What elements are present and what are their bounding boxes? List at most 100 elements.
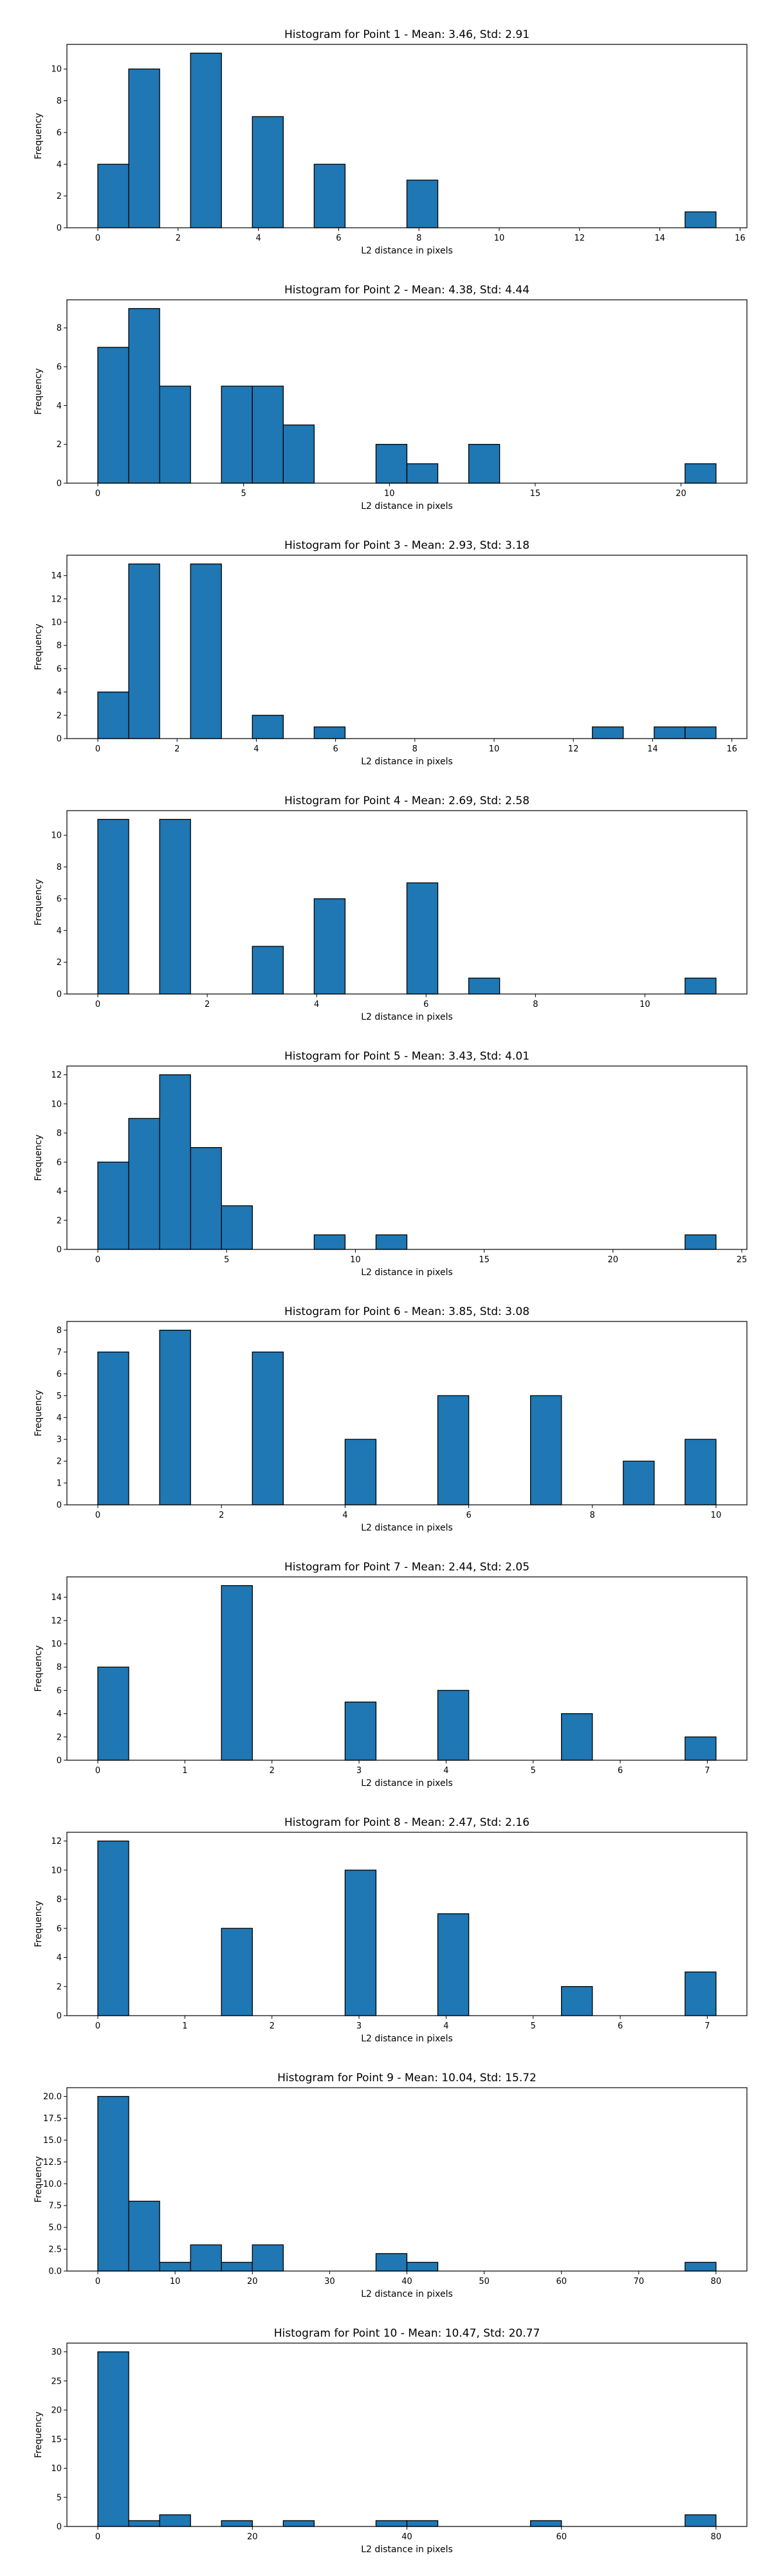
x-tick-label: 5 bbox=[241, 489, 246, 499]
histogram-bar bbox=[282, 2520, 315, 2527]
chart-title: Histogram for Point 3 - Mean: 2.93, Std:… bbox=[284, 539, 529, 552]
histogram-bar bbox=[221, 1585, 253, 1761]
x-tick-label: 2 bbox=[270, 1766, 275, 1776]
y-tick-label: 6 bbox=[57, 363, 62, 373]
histogram-bar bbox=[128, 2520, 160, 2527]
y-axis-label: Frequency bbox=[33, 879, 44, 925]
y-tick-label: 6 bbox=[57, 1924, 62, 1934]
histogram-bar bbox=[406, 463, 439, 484]
x-tick-label: 14 bbox=[654, 234, 665, 243]
y-tick-label: 6 bbox=[57, 1158, 62, 1168]
y-tick-label: 6 bbox=[57, 894, 62, 904]
x-tick-label: 8 bbox=[412, 744, 418, 754]
x-tick-label: 1 bbox=[182, 1766, 187, 1776]
histogram-bar bbox=[375, 2253, 408, 2272]
x-tick-label: 10 bbox=[489, 744, 500, 754]
axes-frame bbox=[66, 1576, 748, 1761]
axes-frame bbox=[66, 299, 748, 484]
y-tick-label: 5.0 bbox=[48, 2223, 62, 2233]
histogram-bar bbox=[221, 1205, 253, 1250]
y-tick-label: 10.0 bbox=[43, 2180, 62, 2189]
chart-8: Histogram for Point 8 - Mean: 2.47, Std:… bbox=[33, 1816, 748, 2044]
y-tick-label: 8 bbox=[57, 641, 62, 651]
histogram-bar bbox=[97, 2095, 129, 2272]
x-tick-label: 10 bbox=[711, 1511, 722, 1520]
x-tick-label: 6 bbox=[618, 2021, 623, 2031]
x-tick-label: 16 bbox=[735, 234, 746, 243]
axes-frame bbox=[66, 1321, 748, 1505]
histogram-bar bbox=[252, 1351, 284, 1505]
y-tick-label: 0 bbox=[57, 1501, 62, 1511]
chart-title: Histogram for Point 10 - Mean: 10.47, St… bbox=[274, 2327, 540, 2340]
x-tick-label: 12 bbox=[574, 234, 585, 243]
y-tick-label: 0 bbox=[57, 2012, 62, 2021]
x-tick-label: 4 bbox=[443, 1766, 448, 1776]
x-tick-label: 0 bbox=[95, 2021, 100, 2031]
x-tick-label: 5 bbox=[531, 1766, 536, 1776]
chart-title: Histogram for Point 7 - Mean: 2.44, Std:… bbox=[284, 1561, 529, 1574]
y-tick-label: 6 bbox=[57, 128, 62, 138]
axes-frame bbox=[66, 2087, 748, 2272]
histogram-bar bbox=[97, 1840, 129, 2016]
histogram-bar bbox=[159, 818, 191, 995]
y-tick-label: 6 bbox=[57, 665, 62, 674]
y-tick-label: 10 bbox=[51, 1099, 62, 1109]
chart-title: Histogram for Point 8 - Mean: 2.47, Std:… bbox=[284, 1816, 529, 1829]
y-tick-label: 10 bbox=[51, 831, 62, 841]
y-tick-label: 25 bbox=[51, 2377, 62, 2386]
y-tick-label: 10 bbox=[51, 1640, 62, 1650]
histogram-bar bbox=[685, 463, 717, 484]
histogram-bar bbox=[561, 1986, 593, 2016]
x-tick-label: 0 bbox=[95, 2277, 100, 2286]
x-tick-label: 4 bbox=[443, 2021, 448, 2031]
histogram-bar bbox=[685, 211, 717, 228]
y-tick-label: 14 bbox=[51, 1593, 62, 1603]
y-tick-label: 2 bbox=[57, 1216, 62, 1226]
x-tick-label: 10 bbox=[170, 2277, 181, 2286]
y-tick-label: 3 bbox=[57, 1435, 62, 1445]
x-tick-label: 6 bbox=[423, 1000, 428, 1009]
y-tick-label: 8 bbox=[57, 863, 62, 872]
histogram-bar bbox=[128, 68, 160, 228]
histogram-bar bbox=[97, 2351, 129, 2527]
y-tick-label: 10 bbox=[51, 1866, 62, 1875]
y-tick-label: 15.0 bbox=[43, 2136, 62, 2146]
histogram-bar bbox=[159, 2261, 191, 2272]
y-tick-label: 0.0 bbox=[48, 2267, 62, 2277]
x-tick-label: 16 bbox=[726, 744, 737, 754]
histogram-bar bbox=[685, 1736, 717, 1761]
y-tick-label: 0 bbox=[57, 1246, 62, 1255]
x-tick-label: 20 bbox=[608, 1255, 619, 1265]
histogram-bar bbox=[313, 163, 346, 228]
x-axis-label: L2 distance in pixels bbox=[361, 1523, 453, 1533]
x-tick-label: 2 bbox=[174, 744, 179, 754]
chart-3: Histogram for Point 3 - Mean: 2.93, Std:… bbox=[33, 539, 748, 767]
y-tick-label: 10 bbox=[51, 65, 62, 75]
x-tick-label: 0 bbox=[95, 1255, 100, 1265]
histogram-bar bbox=[530, 2520, 562, 2527]
y-axis-label: Frequency bbox=[33, 623, 44, 670]
histogram-bar bbox=[128, 308, 160, 484]
y-tick-label: 8 bbox=[57, 324, 62, 333]
histogram-bar bbox=[437, 1913, 470, 2016]
x-axis-label: L2 distance in pixels bbox=[361, 501, 453, 511]
y-tick-label: 14 bbox=[51, 571, 62, 581]
histogram-bar bbox=[468, 977, 501, 995]
x-tick-label: 30 bbox=[324, 2277, 335, 2286]
y-tick-label: 10 bbox=[51, 618, 62, 628]
chart-5: Histogram for Point 5 - Mean: 3.43, Std:… bbox=[33, 1050, 748, 1278]
histogram-bar bbox=[406, 2520, 439, 2527]
y-axis-label: Frequency bbox=[33, 368, 44, 414]
x-tick-label: 20 bbox=[676, 489, 686, 499]
x-axis-label: L2 distance in pixels bbox=[361, 1778, 453, 1789]
histogram-bar bbox=[159, 1074, 191, 1250]
y-axis-label: Frequency bbox=[33, 1390, 44, 1436]
histogram-bar bbox=[97, 818, 129, 995]
y-tick-label: 2 bbox=[57, 192, 62, 201]
histogram-bar bbox=[190, 1147, 222, 1250]
y-tick-label: 4 bbox=[57, 160, 62, 170]
histogram-bar bbox=[530, 1395, 562, 1505]
histogram-bar bbox=[375, 1234, 408, 1250]
chart-title: Histogram for Point 5 - Mean: 3.43, Std:… bbox=[284, 1050, 529, 1063]
